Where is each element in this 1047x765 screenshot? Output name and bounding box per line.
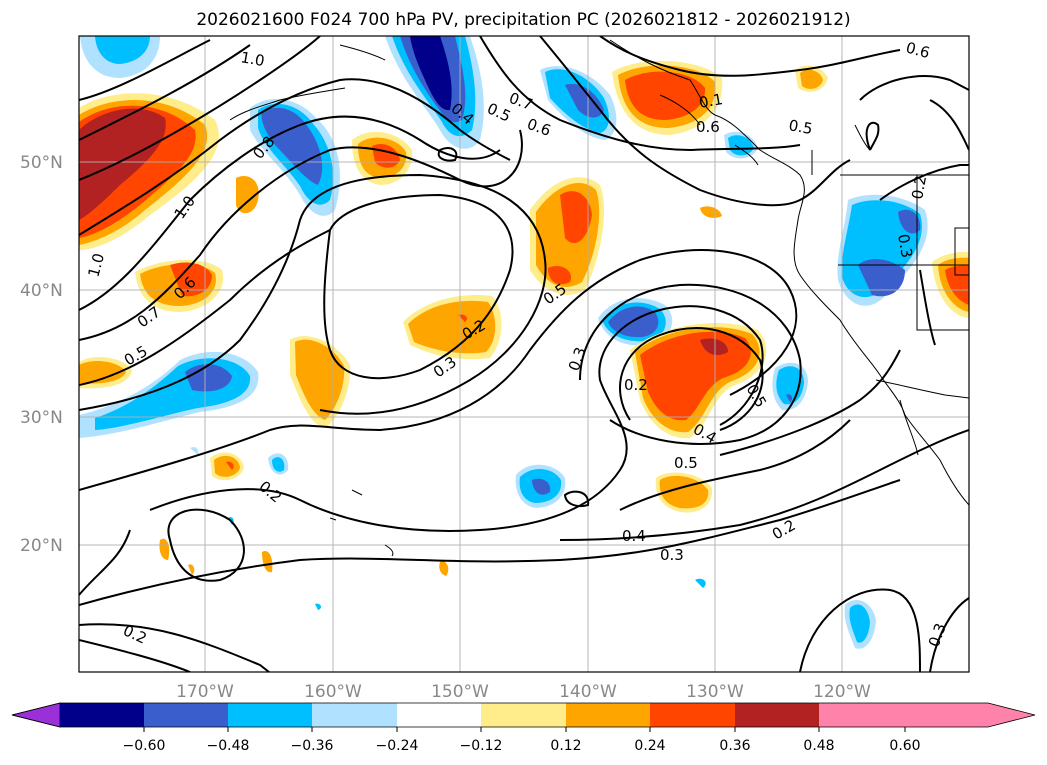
colorbar-tick-label: 0.36	[719, 738, 750, 754]
colorbar-segment	[819, 703, 905, 727]
lon-label: 140°W	[559, 682, 617, 702]
latitude-labels: 50°N 40°N 30°N 20°N	[20, 153, 63, 556]
colorbar-tick-label: 0.60	[889, 738, 920, 754]
lat-label: 30°N	[20, 408, 63, 428]
contour-label: 0.4	[622, 527, 646, 545]
contour-label: 0.6	[696, 118, 720, 136]
colorbar-segment	[650, 703, 735, 727]
colorbar: −0.60 −0.48 −0.36 −0.24 −0.12 0.12 0.24 …	[11, 702, 1036, 754]
contour-label: 0.3	[894, 233, 916, 260]
lat-label: 50°N	[20, 153, 63, 173]
colorbar-tick-label: 0.24	[634, 738, 665, 754]
lon-label: 170°W	[176, 682, 234, 702]
lat-label: 20°N	[20, 536, 63, 556]
contour-label: 0.3	[660, 546, 684, 564]
lon-label: 150°W	[431, 682, 489, 702]
colorbar-segment	[312, 703, 397, 727]
colorbar-arrow-low	[11, 702, 61, 728]
colorbar-tick-label: −0.24	[376, 738, 419, 754]
colorbar-segment	[481, 703, 566, 727]
colorbar-segment	[566, 703, 650, 727]
colorbar-tick-marks	[143, 727, 906, 732]
contour-label: 0.5	[787, 116, 814, 138]
contour-label: 0.2	[624, 376, 648, 394]
colorbar-arrow-high	[905, 703, 1035, 727]
lon-label: 130°W	[686, 682, 744, 702]
longitude-labels: 170°W 160°W 150°W 140°W 130°W 120°W	[176, 682, 871, 702]
colorbar-tick-label: −0.48	[207, 738, 250, 754]
colorbar-segment	[735, 703, 819, 727]
colorbar-tick-label: −0.12	[460, 738, 503, 754]
lon-label: 120°W	[813, 682, 871, 702]
colorbar-segment	[60, 703, 144, 727]
contour-label: 0.5	[674, 454, 698, 472]
colorbar-segment	[228, 703, 312, 727]
colorbar-tick-label: −0.36	[291, 738, 334, 754]
lon-label: 160°W	[304, 682, 362, 702]
colorbar-tick-label: 0.12	[550, 738, 581, 754]
colorbar-tick-label: −0.60	[123, 738, 166, 754]
plot-frame	[78, 35, 970, 673]
contour-label: 0.6	[904, 38, 932, 62]
lat-label: 40°N	[20, 281, 63, 301]
plot-area: 1.0 0.6 0.7 0.5 0.6 0.4 0.1 0.5 0.6 0.2 …	[79, 36, 969, 672]
colorbar-tick-label: 0.48	[803, 738, 834, 754]
pv-contours	[79, 36, 969, 672]
colorbar-segment	[397, 703, 481, 727]
contour-label: 1.0	[84, 251, 108, 279]
contour-label: 1.0	[239, 48, 266, 70]
gridlines	[79, 36, 969, 672]
contour-label: 0.2	[908, 174, 930, 201]
contour-label: 0.1	[698, 90, 725, 112]
colorbar-tick-labels: −0.60 −0.48 −0.36 −0.24 −0.12 0.12 0.24 …	[123, 738, 921, 754]
colorbar-segment	[144, 703, 228, 727]
map-title: 2026021600 F024 700 hPa PV, precipitatio…	[196, 10, 851, 30]
